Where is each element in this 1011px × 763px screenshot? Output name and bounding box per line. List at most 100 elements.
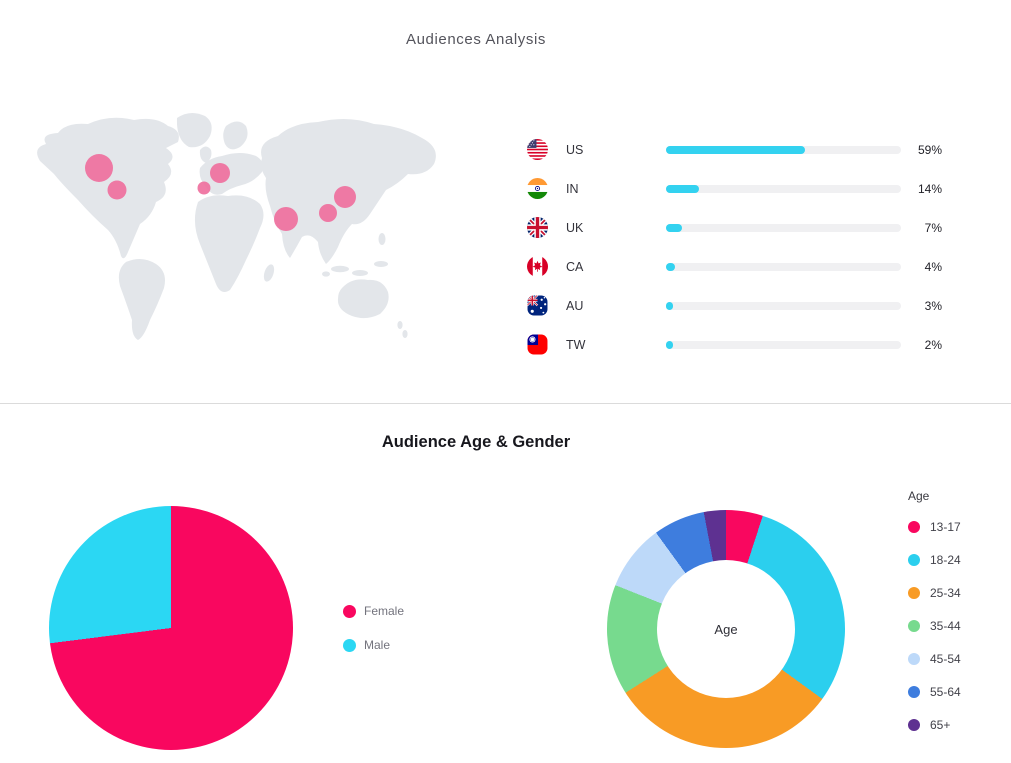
- country-row-ca: CA 4%: [527, 247, 942, 286]
- audience-bubble-taiwan: [319, 204, 337, 222]
- audience-bubble-india: [274, 207, 298, 231]
- au-flag-icon: [527, 295, 548, 316]
- age-legend-label: 35-44: [930, 619, 961, 633]
- gender-legend-label: Male: [364, 638, 391, 652]
- legend-dot-icon: [908, 587, 920, 599]
- tw-flag-icon: [527, 334, 548, 355]
- gender-legend-item-male: Male: [343, 635, 404, 655]
- audience-bubble-japan: [334, 186, 356, 208]
- country-bar-track: [666, 223, 901, 232]
- legend-dot-icon: [343, 638, 356, 652]
- country-percent: 4%: [924, 259, 942, 274]
- us-flag-icon: [527, 139, 548, 160]
- age-legend-title: Age: [908, 489, 930, 503]
- age-legend-label: 13-17: [930, 520, 961, 534]
- uk-flag-icon: [527, 217, 548, 238]
- section-divider: [0, 403, 1011, 404]
- country-label: AU: [566, 298, 584, 313]
- gender-pie-chart: [49, 506, 293, 750]
- continent-shape: [402, 330, 408, 338]
- age-legend-label: 55-64: [930, 685, 961, 699]
- age-legend-label: 45-54: [930, 652, 961, 666]
- legend-dot-icon: [908, 653, 920, 665]
- country-percent: 3%: [924, 298, 942, 313]
- gender-legend-item-female: Female: [343, 601, 404, 621]
- country-label: UK: [566, 220, 584, 235]
- audiences-analysis-title: Audiences Analysis: [405, 31, 547, 48]
- age-legend-item-18-24: 18-24: [908, 553, 961, 567]
- continent-shape: [118, 258, 165, 340]
- country-bar-track: [666, 340, 901, 349]
- age-donut-chart: Age: [607, 510, 845, 748]
- audience-bubble-western-europe: [197, 181, 211, 195]
- country-bar-fill: [666, 145, 805, 154]
- continent-shape: [176, 112, 212, 148]
- country-percent: 7%: [924, 220, 942, 235]
- world-map-continents: [37, 112, 436, 340]
- ca-flag-icon: [527, 256, 548, 277]
- in-flag-icon: [527, 178, 548, 199]
- legend-dot-icon: [908, 719, 920, 731]
- country-percent: 14%: [917, 181, 942, 196]
- country-row-au: AU 3%: [527, 286, 942, 325]
- continent-shape: [374, 261, 388, 267]
- country-bar-track: [666, 145, 901, 154]
- age-legend-item-35-44: 35-44: [908, 619, 961, 633]
- country-bar-fill: [666, 223, 683, 232]
- country-list: US 59% IN 14% UK 7% CA 4% AU 3% TW 2%: [527, 130, 942, 364]
- age-legend-item-13-17: 13-17: [908, 520, 961, 534]
- continent-shape: [378, 233, 386, 245]
- audience-bubble-canada: [85, 154, 113, 182]
- country-percent: 2%: [924, 337, 942, 352]
- country-bar-track: [666, 184, 901, 193]
- country-bar-fill: [666, 340, 673, 349]
- continent-shape: [223, 121, 248, 150]
- country-row-us: US 59%: [527, 130, 942, 169]
- country-percent: 59%: [917, 142, 942, 157]
- country-bar-track: [666, 262, 901, 271]
- age-legend-item-45-54: 45-54: [908, 652, 961, 666]
- continent-shape: [199, 146, 212, 163]
- country-bar-fill: [666, 301, 674, 310]
- world-map: [37, 112, 436, 340]
- country-bar-fill: [666, 262, 676, 271]
- age-legend-item-65+: 65+: [908, 718, 961, 732]
- legend-dot-icon: [343, 604, 356, 618]
- audience-location-bubbles: [85, 154, 356, 231]
- continent-shape: [322, 271, 330, 277]
- country-row-in: IN 14%: [527, 169, 942, 208]
- legend-dot-icon: [908, 620, 920, 632]
- age-legend-label: 65+: [930, 718, 951, 732]
- continent-shape: [337, 279, 389, 319]
- continent-shape: [194, 195, 264, 292]
- country-label: TW: [566, 337, 586, 352]
- continent-shape: [397, 321, 403, 329]
- age-legend-label: 18-24: [930, 553, 961, 567]
- age-legend-items: 13-17 18-24 25-34 35-44 45-54 55-64 65+: [908, 520, 961, 732]
- age-gender-title: Audience Age & Gender: [381, 433, 571, 451]
- continent-shape: [263, 264, 275, 282]
- gender-legend: Female Male: [343, 601, 404, 669]
- country-label: CA: [566, 259, 584, 274]
- gender-legend-label: Female: [364, 604, 405, 618]
- audience-bubble-us-central: [107, 180, 127, 200]
- audience-bubble-central-europe: [210, 163, 230, 183]
- age-donut-center-label: Age: [714, 621, 738, 637]
- age-legend: Age 13-17 18-24 25-34 35-44 45-54 55-64 65+: [908, 489, 961, 752]
- continent-shape: [199, 153, 264, 195]
- country-row-tw: TW 2%: [527, 325, 942, 364]
- legend-dot-icon: [908, 521, 920, 533]
- country-bar-fill: [666, 184, 699, 193]
- country-label: IN: [566, 181, 579, 196]
- country-bar-track: [666, 301, 901, 310]
- legend-dot-icon: [908, 686, 920, 698]
- country-label: US: [566, 142, 584, 157]
- age-legend-item-55-64: 55-64: [908, 685, 961, 699]
- continent-shape: [331, 265, 349, 273]
- country-row-uk: UK 7%: [527, 208, 942, 247]
- continent-shape: [352, 270, 368, 276]
- age-legend-item-25-34: 25-34: [908, 586, 961, 600]
- age-legend-label: 25-34: [930, 586, 961, 600]
- age-donut-center: Age: [657, 560, 795, 698]
